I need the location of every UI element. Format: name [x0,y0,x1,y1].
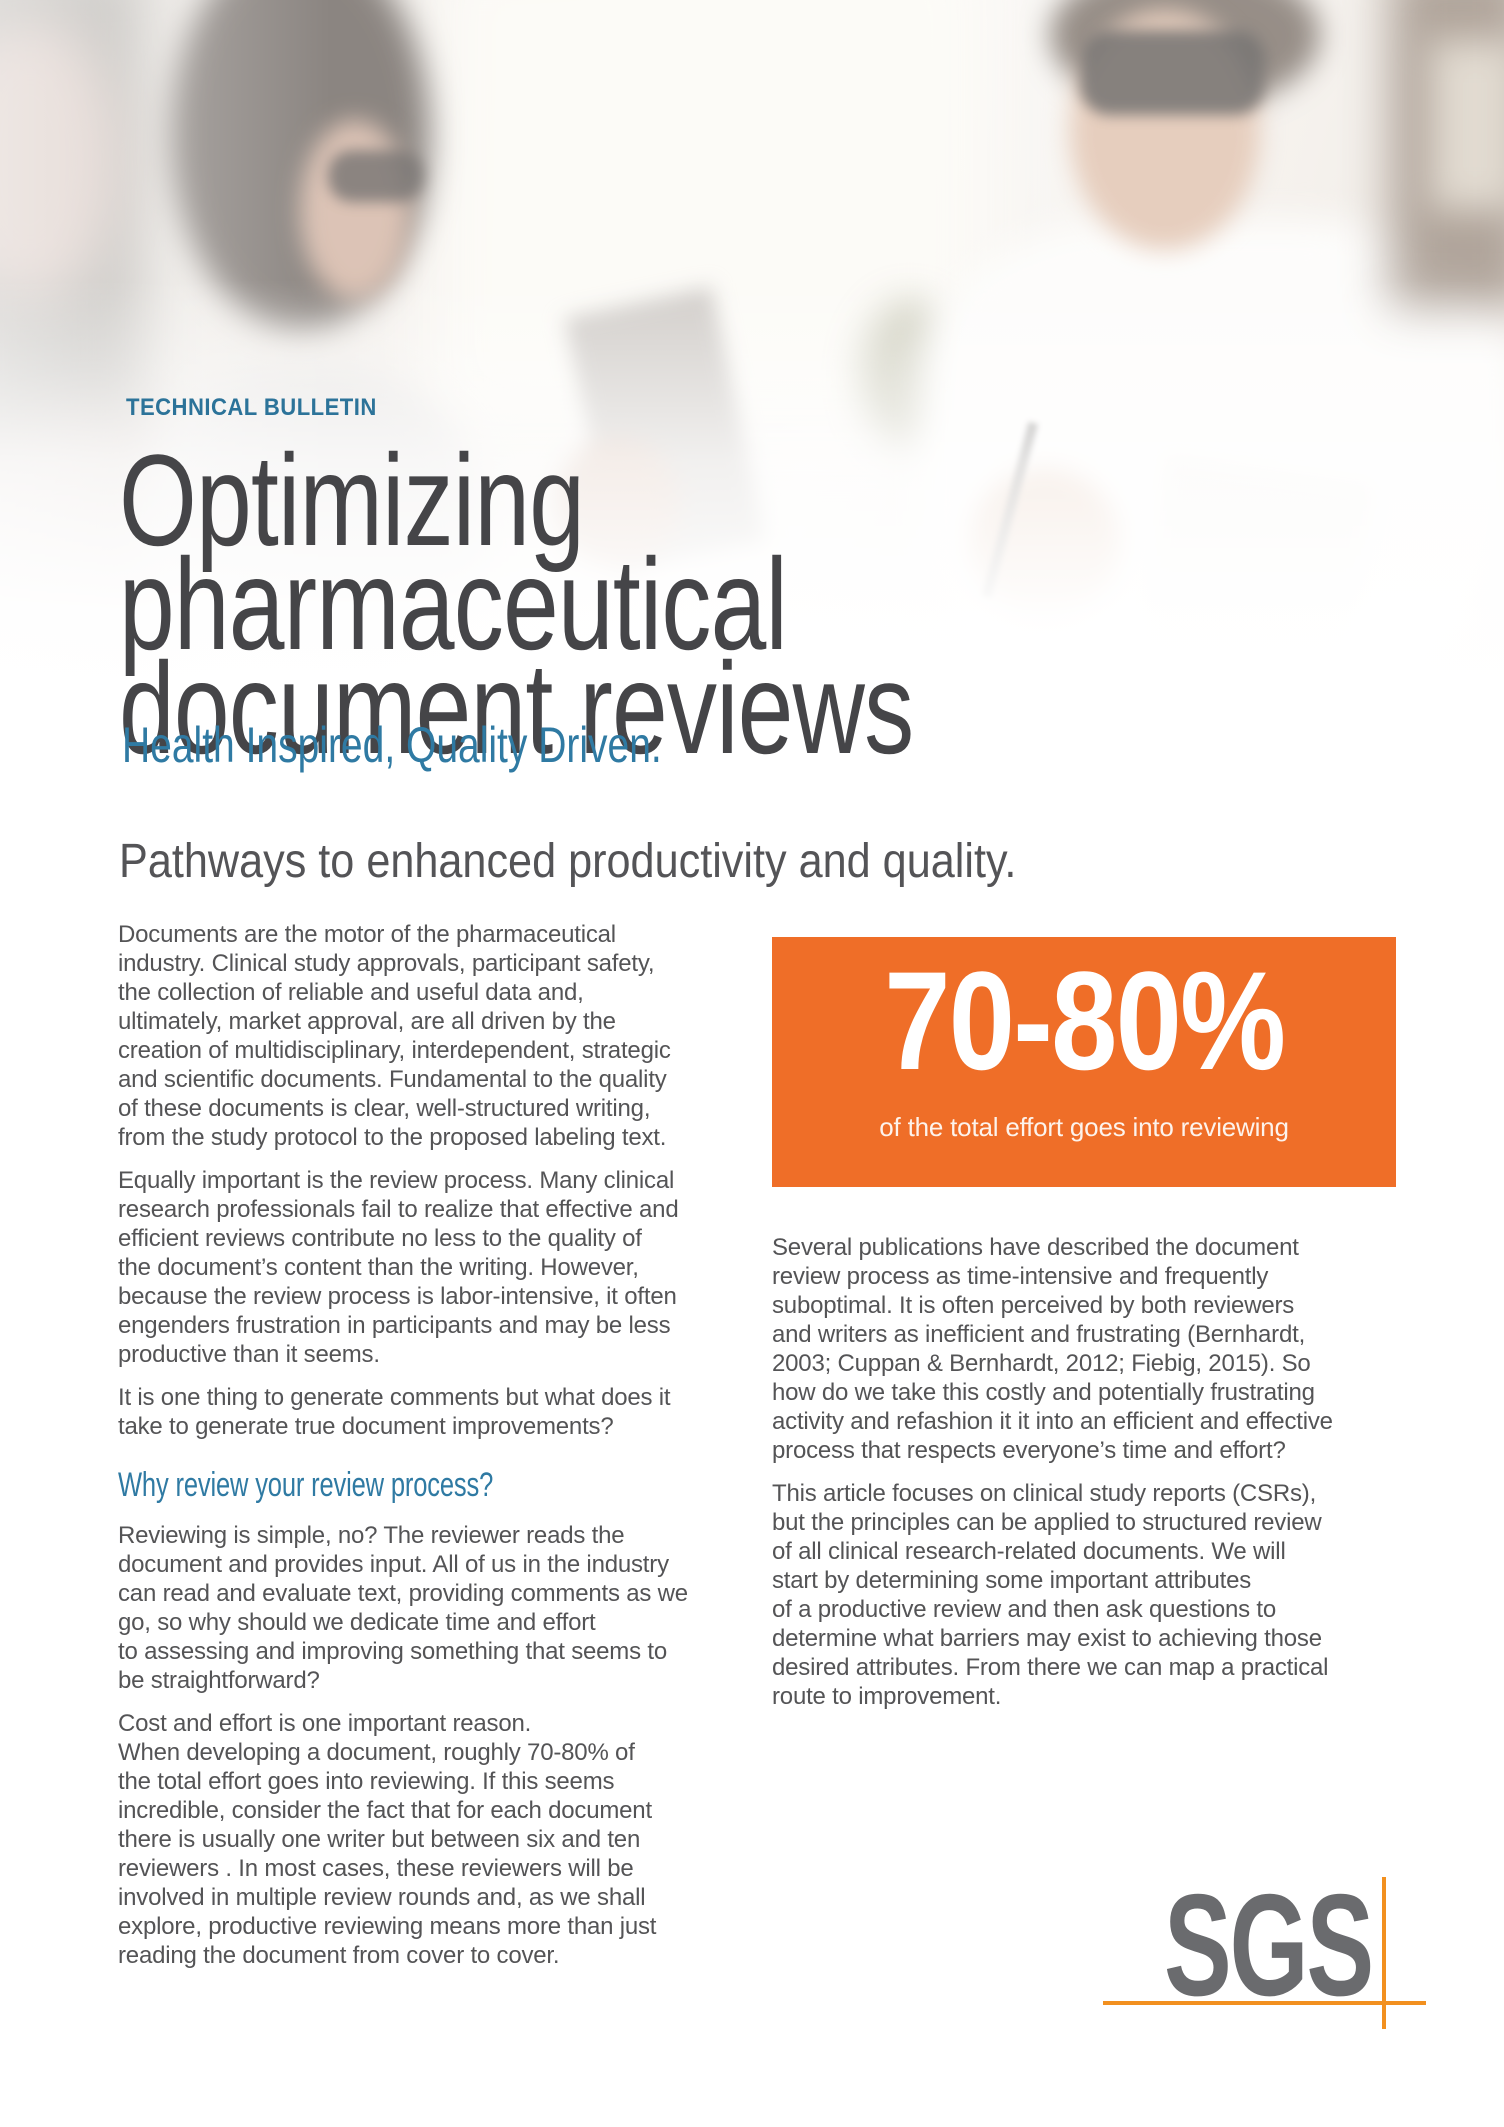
stat-value: 70-80% [884,942,1286,1099]
brand-tagline: Health Inspired, Quality Driven. [122,717,662,773]
sgs-logo-vertical-line [1382,1877,1386,2029]
body-paragraph: Equally important is the review process.… [118,1167,679,1368]
right-column: 70-80% of the total effort goes into rev… [772,937,1424,1725]
left-column: Documents are the motor of the pharmaceu… [118,920,758,1984]
body-paragraph: It is one thing to generate comments but… [118,1384,671,1440]
hero-photo [0,0,1504,700]
body-paragraph: Several publications have described the … [772,1234,1333,1464]
sgs-logo-text: SGS [1164,1864,1374,2026]
stat-callout: 70-80% of the total effort goes into rev… [772,937,1396,1187]
kicker: TECHNICAL BULLETIN [126,394,377,421]
page-title: Optimizing pharmaceutical document revie… [119,427,914,781]
body-paragraph: Documents are the motor of the pharmaceu… [118,921,671,1151]
body-paragraph: Reviewing is simple, no? The reviewer re… [118,1522,688,1694]
sgs-logo-horizontal-line [1103,2001,1426,2005]
body-paragraph: This article focuses on clinical study r… [772,1480,1329,1710]
subheading-why-review: Why review your review process? [118,1466,494,1504]
body-paragraph: Cost and effort is one important reason.… [118,1710,657,1969]
section-heading: Pathways to enhanced productivity and qu… [119,835,1017,888]
stat-caption: of the total effort goes into reviewing [879,1112,1289,1142]
photo-bottom-fade [0,0,1504,700]
